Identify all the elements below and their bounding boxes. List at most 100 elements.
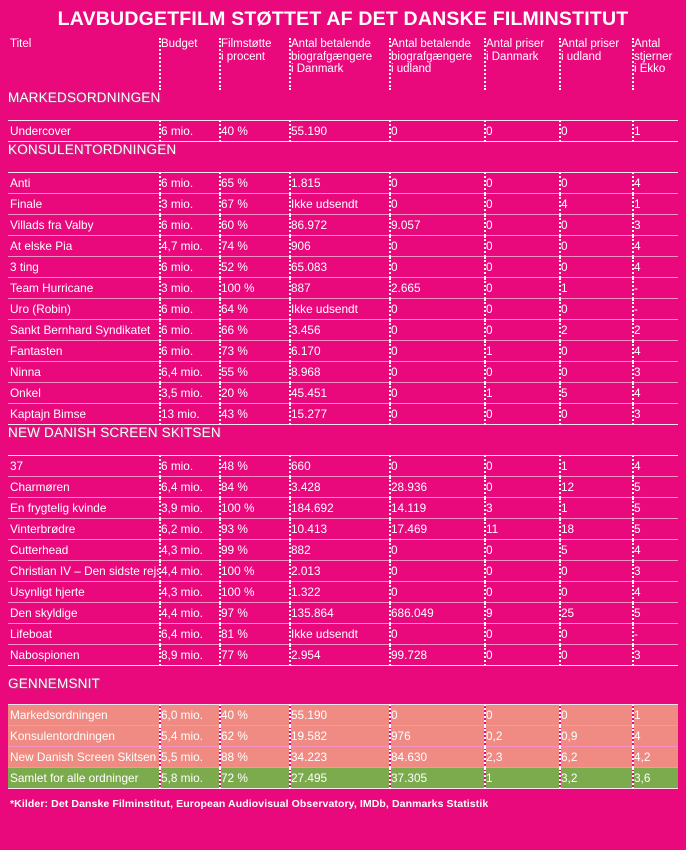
table-row[interactable]: Den skyldige 4,4 mio. 97 % 135.864 686.049 9 2… — [8, 602, 678, 624]
cell-antal-priser-i-danmark: 0 — [484, 298, 560, 320]
table-row[interactable]: 3 ting 6 mio. 52 % 65.083 0 0 0 4 — [8, 256, 678, 278]
cell-antal-priser-i-danmark: 2,3 — [484, 746, 560, 768]
cell-filmstotte-i-procent: 40 % — [219, 120, 290, 143]
cell-antal-priser-i-danmark: 0 — [484, 277, 560, 299]
cell-antal-betalende-biografgaengere-i-udland: 17.469 — [389, 518, 485, 540]
cell-antal-stjerner-i-ekko: 1 — [632, 704, 678, 726]
table-row[interactable]: Christian IV – Den sidste rejse 4,4 mio. 1… — [8, 560, 678, 582]
cell-antal-stjerner-i-ekko: 4 — [632, 172, 678, 194]
cell-antal-priser-i-danmark: 0 — [484, 193, 560, 215]
table-row[interactable]: Samlet for alle ordninger 5,8 mio. 72 % 27.… — [8, 767, 678, 790]
section-heading-row: MARKEDSORDNINGEN — [8, 90, 678, 121]
cell-title: 3 ting — [8, 256, 160, 278]
cell-title: Markedsordningen — [8, 704, 160, 726]
table-row[interactable]: Fantasten 6 mio. 73 % 6.170 0 1 0 4 — [8, 340, 678, 362]
cell-antal-priser-i-udland: 0 — [559, 361, 633, 383]
table-row[interactable]: Ninna 6,4 mio. 55 % 8.968 0 0 0 3 — [8, 361, 678, 383]
cell-antal-priser-i-danmark: 0 — [484, 455, 560, 477]
table-row[interactable]: Konsulentordningen 5,4 mio. 62 % 19.582 976 0… — [8, 725, 678, 747]
cell-budget: 3 mio. — [159, 277, 220, 299]
cell-antal-priser-i-danmark: 9 — [484, 602, 560, 624]
cell-budget: 6,2 mio. — [159, 518, 220, 540]
cell-antal-betalende-biografgaengere-i-udland: 0 — [389, 319, 485, 341]
cell-filmstotte-i-procent: 88 % — [219, 746, 290, 768]
table-row[interactable]: Lifeboat 6,4 mio. 81 % Ikke udsendt 0 0 0- — [8, 623, 678, 645]
cell-budget: 4,4 mio. — [159, 560, 220, 582]
table-row[interactable]: Usynligt hjerte 4,3 mio. 100 % 1.322 0 0 0 4 — [8, 581, 678, 603]
cell-antal-priser-i-udland: 0 — [559, 256, 633, 278]
table-row[interactable]: Anti 6 mio. 65 % 1.815 0 0 0 4 — [8, 172, 678, 194]
table-row[interactable]: Charmøren 6,4 mio. 84 % 3.428 28.936 0 12 5 — [8, 476, 678, 498]
cell-budget: 8,9 mio. — [159, 644, 220, 667]
cell-budget: 5,8 mio. — [159, 767, 220, 790]
cell-antal-stjerner-i-ekko: 5 — [632, 518, 678, 540]
cell-antal-betalende-biografgaengere-i-udland: 84.630 — [389, 746, 485, 768]
cell-budget: 6,4 mio. — [159, 361, 220, 383]
table-row[interactable]: Cutterhead 4,3 mio. 99 % 882 0 0 5 4 — [8, 539, 678, 561]
cell-filmstotte-i-procent: 40 % — [219, 704, 290, 726]
cell-title: Undercover — [8, 120, 160, 143]
table-row[interactable]: Vinterbrødre 6,2 mio. 93 % 10.413 17.469 11 18… — [8, 518, 678, 540]
cell-antal-priser-i-danmark: 0 — [484, 361, 560, 383]
table-row[interactable]: Villads fra Valby 6 mio. 60 % 86.972 9.057 0 0… — [8, 214, 678, 236]
cell-antal-priser-i-udland: 0 — [559, 120, 633, 143]
cell-antal-stjerner-i-ekko: 3 — [632, 214, 678, 236]
cell-title: At elske Pia — [8, 235, 160, 257]
column-header-antal-betalende-biografgaengere-i-danmar: Antal betalende biografgængere i Danmark — [289, 38, 390, 91]
column-header-line: Filmstøtte — [221, 38, 272, 51]
section-heading-gennemsnit: GENNEMSNIT — [8, 676, 101, 692]
cell-title: Lifeboat — [8, 623, 160, 645]
section-heading-new-danish-screen-skitsen: NEW DANISH SCREEN SKITSEN — [8, 425, 221, 441]
table-row[interactable]: Kaptajn Bimse 13 mio. 43 % 15.277 0 0 0 3 — [8, 403, 678, 426]
table-row[interactable]: Onkel 3,5 mio. 20 % 45.451 0 1 5 4 — [8, 382, 678, 404]
cell-filmstotte-i-procent: 52 % — [219, 256, 290, 278]
column-header-line: i udland — [391, 63, 432, 76]
cell-antal-stjerner-i-ekko: 3 — [632, 644, 678, 667]
cell-antal-betalende-biografgaengere-i-danmar: Ikke udsendt — [289, 298, 390, 320]
column-header-line: Titel — [10, 38, 32, 51]
cell-antal-betalende-biografgaengere-i-udland: 0 — [389, 581, 485, 603]
cell-antal-stjerner-i-ekko: 1 — [632, 193, 678, 215]
cell-antal-betalende-biografgaengere-i-danmar: 34.223 — [289, 746, 390, 768]
cell-antal-betalende-biografgaengere-i-udland: 0 — [389, 256, 485, 278]
table-row[interactable]: Finale 3 mio. 67 % Ikke udsendt 0 0 4 1 — [8, 193, 678, 215]
cell-title: Cutterhead — [8, 539, 160, 561]
cell-antal-priser-i-danmark: 0 — [484, 581, 560, 603]
cell-antal-betalende-biografgaengere-i-danmar: 3.428 — [289, 476, 390, 498]
table-row[interactable]: Nabospionen 8,9 mio. 77 % 2.954 99.728 0 0 3 — [8, 644, 678, 667]
cell-antal-priser-i-danmark: 0 — [484, 319, 560, 341]
table-row[interactable]: En frygtelig kvinde 3,9 mio. 100 % 184.692 1… — [8, 497, 678, 519]
cell-antal-betalende-biografgaengere-i-udland: 0 — [389, 704, 485, 726]
cell-antal-priser-i-danmark: 0 — [484, 256, 560, 278]
cell-antal-priser-i-udland: 5 — [559, 539, 633, 561]
cell-antal-stjerner-i-ekko: 1 — [632, 120, 678, 143]
table-row[interactable]: Uro (Robin) 6 mio. 64 % Ikke udsendt 0 0 0- — [8, 298, 678, 320]
cell-filmstotte-i-procent: 60 % — [219, 214, 290, 236]
table-row[interactable]: New Danish Screen Skitsen 5,5 mio. 88 % 34.… — [8, 746, 678, 768]
column-header-line: biografgængere — [391, 50, 473, 63]
column-header-antal-betalende-biografgaengere-i-udland: Antal betalende biografgængere i udland — [389, 38, 485, 91]
cell-antal-stjerner-i-ekko: 3 — [632, 403, 678, 426]
table-row[interactable]: At elske Pia 4,7 mio. 74 % 906 0 0 0 4 — [8, 235, 678, 257]
cell-antal-stjerner-i-ekko: - — [632, 623, 678, 645]
cell-antal-betalende-biografgaengere-i-udland: 0 — [389, 539, 485, 561]
cell-antal-priser-i-udland: 0 — [559, 403, 633, 426]
cell-antal-priser-i-udland: 6,2 — [559, 746, 633, 768]
cell-budget: 13 mio. — [159, 403, 220, 426]
cell-antal-priser-i-udland: 0 — [559, 560, 633, 582]
table-row[interactable]: Team Hurricane 3 mio. 100 % 887 2.665 0 1- — [8, 277, 678, 299]
cell-title: Usynligt hjerte — [8, 581, 160, 603]
cell-budget: 5,5 mio. — [159, 746, 220, 768]
cell-antal-betalende-biografgaengere-i-udland: 0 — [389, 193, 485, 215]
cell-antal-betalende-biografgaengere-i-udland: 0 — [389, 623, 485, 645]
table-row[interactable]: 37 6 mio. 48 % 660 0 0 1 4 — [8, 455, 678, 477]
cell-antal-betalende-biografgaengere-i-udland: 0 — [389, 560, 485, 582]
cell-antal-stjerner-i-ekko: 4 — [632, 725, 678, 747]
table-row[interactable]: Undercover 6 mio. 40 % 55.190 0 0 0 1 — [8, 120, 678, 143]
cell-antal-betalende-biografgaengere-i-udland: 28.936 — [389, 476, 485, 498]
table-row[interactable]: Markedsordningen 6,0 mio. 40 % 55.190 0 0 0 1 — [8, 704, 678, 726]
table-row[interactable]: Sankt Bernhard Syndikatet 6 mio. 66 % 3.456… — [8, 319, 678, 341]
cell-title: Christian IV – Den sidste rejse — [8, 560, 160, 582]
cell-antal-betalende-biografgaengere-i-udland: 0 — [389, 403, 485, 426]
cell-title: Uro (Robin) — [8, 298, 160, 320]
